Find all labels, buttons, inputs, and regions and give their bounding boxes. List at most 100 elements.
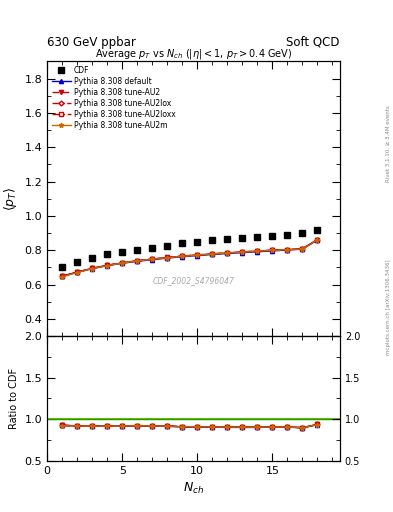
CDF: [135, 247, 140, 253]
Pythia 8.308 tune-AU2m: [105, 263, 110, 269]
Pythia 8.308 tune-AU2lox: [165, 254, 170, 261]
Pythia 8.308 tune-AU2: [90, 265, 95, 271]
Pythia 8.308 tune-AU2m: [285, 247, 290, 253]
Pythia 8.308 default: [120, 260, 125, 266]
Pythia 8.308 tune-AU2lox: [90, 265, 95, 271]
Text: Rivet 3.1.10, ≥ 3.4M events: Rivet 3.1.10, ≥ 3.4M events: [386, 105, 391, 182]
Pythia 8.308 tune-AU2: [255, 248, 260, 254]
Pythia 8.308 default: [135, 258, 140, 264]
Y-axis label: $\langle p_T \rangle$: $\langle p_T \rangle$: [2, 186, 19, 211]
Pythia 8.308 tune-AU2: [300, 246, 305, 252]
Pythia 8.308 tune-AU2m: [315, 237, 320, 243]
Pythia 8.308 default: [240, 249, 245, 255]
Pythia 8.308 tune-AU2: [165, 254, 170, 261]
Pythia 8.308 tune-AU2loxx: [270, 247, 275, 253]
CDF: [90, 255, 95, 261]
Y-axis label: Ratio to CDF: Ratio to CDF: [9, 368, 19, 429]
Pythia 8.308 tune-AU2m: [255, 248, 260, 254]
CDF: [255, 234, 260, 240]
Pythia 8.308 default: [225, 250, 230, 257]
Pythia 8.308 tune-AU2: [270, 247, 275, 253]
Pythia 8.308 tune-AU2: [195, 252, 200, 258]
Pythia 8.308 tune-AU2m: [270, 247, 275, 253]
Pythia 8.308 default: [75, 269, 79, 275]
Pythia 8.308 tune-AU2lox: [300, 246, 305, 252]
Pythia 8.308 default: [255, 249, 260, 255]
Pythia 8.308 tune-AU2loxx: [60, 273, 64, 280]
Pythia 8.308 default: [180, 253, 185, 260]
CDF: [120, 249, 125, 255]
Line: Pythia 8.308 default: Pythia 8.308 default: [60, 238, 320, 279]
Pythia 8.308 tune-AU2lox: [315, 237, 320, 243]
Pythia 8.308 tune-AU2lox: [60, 273, 64, 280]
Pythia 8.308 tune-AU2: [135, 258, 140, 264]
Pythia 8.308 tune-AU2m: [210, 251, 215, 257]
Legend: CDF, Pythia 8.308 default, Pythia 8.308 tune-AU2, Pythia 8.308 tune-AU2lox, Pyth: CDF, Pythia 8.308 default, Pythia 8.308 …: [49, 63, 179, 133]
Pythia 8.308 tune-AU2m: [300, 246, 305, 252]
CDF: [300, 230, 305, 236]
Pythia 8.308 default: [150, 257, 154, 263]
Pythia 8.308 tune-AU2lox: [285, 246, 290, 252]
Pythia 8.308 default: [315, 237, 320, 243]
Pythia 8.308 tune-AU2m: [225, 250, 230, 256]
Pythia 8.308 tune-AU2loxx: [300, 246, 305, 252]
Pythia 8.308 tune-AU2m: [180, 253, 185, 260]
Pythia 8.308 tune-AU2lox: [135, 258, 140, 264]
Pythia 8.308 tune-AU2lox: [105, 262, 110, 268]
Pythia 8.308 tune-AU2lox: [75, 269, 79, 275]
Pythia 8.308 tune-AU2loxx: [315, 237, 320, 243]
Pythia 8.308 tune-AU2: [75, 269, 79, 275]
Pythia 8.308 tune-AU2m: [150, 256, 154, 262]
Pythia 8.308 tune-AU2: [150, 256, 154, 262]
CDF: [75, 259, 79, 265]
Pythia 8.308 tune-AU2m: [240, 249, 245, 255]
Pythia 8.308 tune-AU2: [105, 262, 110, 268]
CDF: [270, 233, 275, 239]
Text: CDF_2002_S4796047: CDF_2002_S4796047: [152, 276, 235, 286]
Pythia 8.308 tune-AU2: [180, 253, 185, 259]
Pythia 8.308 tune-AU2loxx: [120, 260, 125, 266]
CDF: [195, 239, 200, 245]
Pythia 8.308 default: [165, 255, 170, 261]
Pythia 8.308 tune-AU2m: [60, 274, 64, 280]
CDF: [60, 264, 64, 270]
Pythia 8.308 tune-AU2: [120, 260, 125, 266]
Text: 630 GeV ppbar: 630 GeV ppbar: [47, 36, 136, 49]
Pythia 8.308 tune-AU2: [315, 237, 320, 243]
Pythia 8.308 tune-AU2loxx: [285, 246, 290, 252]
Pythia 8.308 tune-AU2loxx: [240, 249, 245, 255]
Pythia 8.308 tune-AU2: [225, 250, 230, 256]
CDF: [210, 237, 215, 243]
Pythia 8.308 tune-AU2loxx: [135, 258, 140, 264]
Pythia 8.308 tune-AU2lox: [210, 251, 215, 257]
Line: Pythia 8.308 tune-AU2m: Pythia 8.308 tune-AU2m: [60, 237, 320, 279]
Pythia 8.308 default: [195, 252, 200, 259]
CDF: [240, 235, 245, 241]
Pythia 8.308 tune-AU2: [240, 249, 245, 255]
Pythia 8.308 tune-AU2lox: [240, 249, 245, 255]
Line: Pythia 8.308 tune-AU2loxx: Pythia 8.308 tune-AU2loxx: [61, 238, 319, 278]
Pythia 8.308 tune-AU2loxx: [150, 256, 154, 262]
Pythia 8.308 tune-AU2loxx: [255, 248, 260, 254]
CDF: [315, 226, 320, 232]
Line: Pythia 8.308 tune-AU2: Pythia 8.308 tune-AU2: [60, 238, 320, 279]
Pythia 8.308 tune-AU2loxx: [195, 252, 200, 258]
Pythia 8.308 tune-AU2m: [90, 266, 95, 272]
CDF: [285, 232, 290, 239]
Pythia 8.308 tune-AU2m: [75, 269, 79, 275]
Pythia 8.308 tune-AU2lox: [180, 253, 185, 259]
Pythia 8.308 tune-AU2loxx: [105, 262, 110, 268]
Pythia 8.308 tune-AU2lox: [225, 250, 230, 256]
X-axis label: $N_{ch}$: $N_{ch}$: [183, 481, 204, 496]
CDF: [225, 236, 230, 242]
Pythia 8.308 tune-AU2loxx: [225, 250, 230, 256]
Pythia 8.308 tune-AU2lox: [255, 248, 260, 254]
CDF: [180, 240, 185, 246]
Pythia 8.308 tune-AU2m: [120, 260, 125, 266]
Pythia 8.308 tune-AU2loxx: [180, 253, 185, 259]
Pythia 8.308 tune-AU2lox: [195, 252, 200, 258]
Line: Pythia 8.308 tune-AU2lox: Pythia 8.308 tune-AU2lox: [61, 238, 319, 278]
Pythia 8.308 default: [60, 273, 64, 280]
Text: Soft QCD: Soft QCD: [286, 36, 340, 49]
Text: mcplots.cern.ch [arXiv:1306.3436]: mcplots.cern.ch [arXiv:1306.3436]: [386, 260, 391, 355]
